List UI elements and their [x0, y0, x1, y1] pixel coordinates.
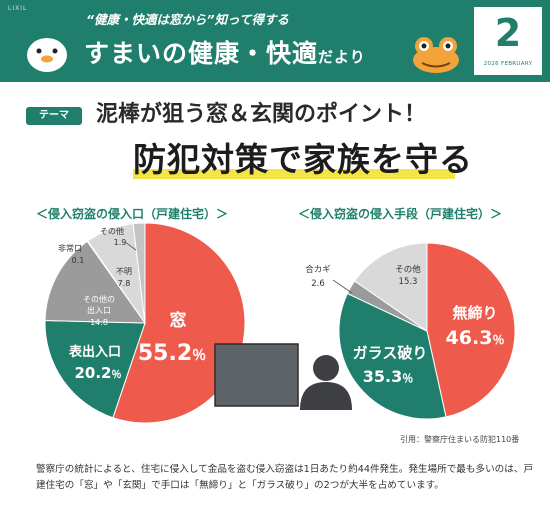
right-pie-labels: 無締り 46.3％ ガラス破り 35.3％ 合カギ 2.6 その他 15.3: [305, 264, 504, 386]
leader-line-sonota: [124, 241, 137, 251]
label-mujimari: 無締り: [452, 304, 497, 322]
frog-mascot-icon: [413, 37, 459, 73]
label-omote: 表出入口: [68, 344, 121, 360]
issue-month-number: 2: [494, 11, 522, 55]
title-main: すまいの健康・快適: [84, 39, 319, 68]
label-omote-value: 20.2％: [74, 364, 121, 382]
left-slice-0: [112, 222, 246, 424]
leader-line-aikagi: [332, 279, 353, 294]
pie-entry-method: [338, 242, 516, 420]
right-slice-0: [426, 242, 516, 418]
label-mado: 窓: [170, 310, 187, 331]
right-slice-1: [338, 292, 447, 420]
chart-title-entry-point: ＜侵入窃盗の侵入口（戸建住宅）＞: [36, 207, 229, 221]
label-aikagi: 合カギ: [305, 264, 331, 275]
person-silhouette-icon: [300, 355, 352, 410]
left-slice-5: [132, 222, 146, 324]
headline-sub: 泥棒が狙う窓＆玄関のポイント！: [96, 102, 427, 127]
headline-main: 防犯対策で家族を守る: [133, 140, 473, 179]
header-banner: LIXIL “健康・快適は窓から”知って得する すまいの健康・快適だより 2 2…: [0, 0, 550, 82]
chart-title-entry-method: ＜侵入窃盗の侵入手段（戸建住宅）＞: [298, 207, 503, 221]
headline-main-wrap: 防犯対策で家族を守る: [133, 133, 473, 181]
chick-mascot-icon: [27, 38, 67, 72]
pie-entry-point: [44, 222, 246, 424]
label-right-sonota: その他: [395, 264, 421, 275]
left-slice-1: [44, 319, 146, 419]
label-hijo-value: 0.1: [72, 256, 85, 265]
label-sonota-deiri-1: その他の: [83, 294, 115, 304]
description-text: 警察庁の統計によると、住宅に侵入して金品を盗む侵入窃盗は1日あたり約44件発生。…: [36, 464, 534, 491]
newsletter-title: すまいの健康・快適だより: [84, 34, 366, 70]
label-glass: ガラス破り: [353, 344, 428, 362]
theme-badge: テーマ: [26, 107, 82, 125]
label-right-sonota-value: 15.3: [399, 277, 418, 287]
label-sonota: その他: [100, 226, 124, 236]
right-slice-3: [353, 242, 428, 332]
issue-month-box: 2 2026 FEBRUARY: [474, 7, 542, 75]
tagline: “健康・快適は窓から”知って得する: [86, 12, 289, 27]
left-pie-labels: 窓 55.2％ 表出入口 20.2％ その他の 出入口 14.8 不明 7.8 …: [58, 226, 206, 382]
label-sonota-value: 1.9: [114, 238, 127, 247]
label-fumei: 不明: [116, 267, 132, 276]
issue-month-label: 2026 FEBRUARY: [483, 61, 533, 67]
label-fumei-value: 7.8: [118, 279, 131, 288]
monitor-illustration: [214, 343, 299, 407]
brand-logo: LIXIL: [8, 5, 28, 12]
left-slice-2: [44, 240, 146, 324]
title-small: だより: [318, 48, 366, 66]
label-mado-value: 55.2％: [138, 341, 206, 366]
headline-highlight-bar: [133, 169, 455, 179]
label-glass-value: 35.3％: [363, 367, 413, 386]
pie-charts: 窓 55.2％ 表出入口 20.2％ その他の 出入口 14.8 不明 7.8 …: [44, 222, 516, 424]
label-sonota-deiri-2: 出入口: [87, 305, 111, 315]
label-hijo: 非常口: [58, 243, 82, 253]
label-mujimari-value: 46.3％: [446, 327, 505, 349]
label-aikagi-value: 2.6: [311, 279, 325, 289]
label-sonota-deiri-value: 14.8: [90, 318, 108, 327]
source-citation: 引用：警察庁住まいる防犯110番: [400, 435, 520, 444]
